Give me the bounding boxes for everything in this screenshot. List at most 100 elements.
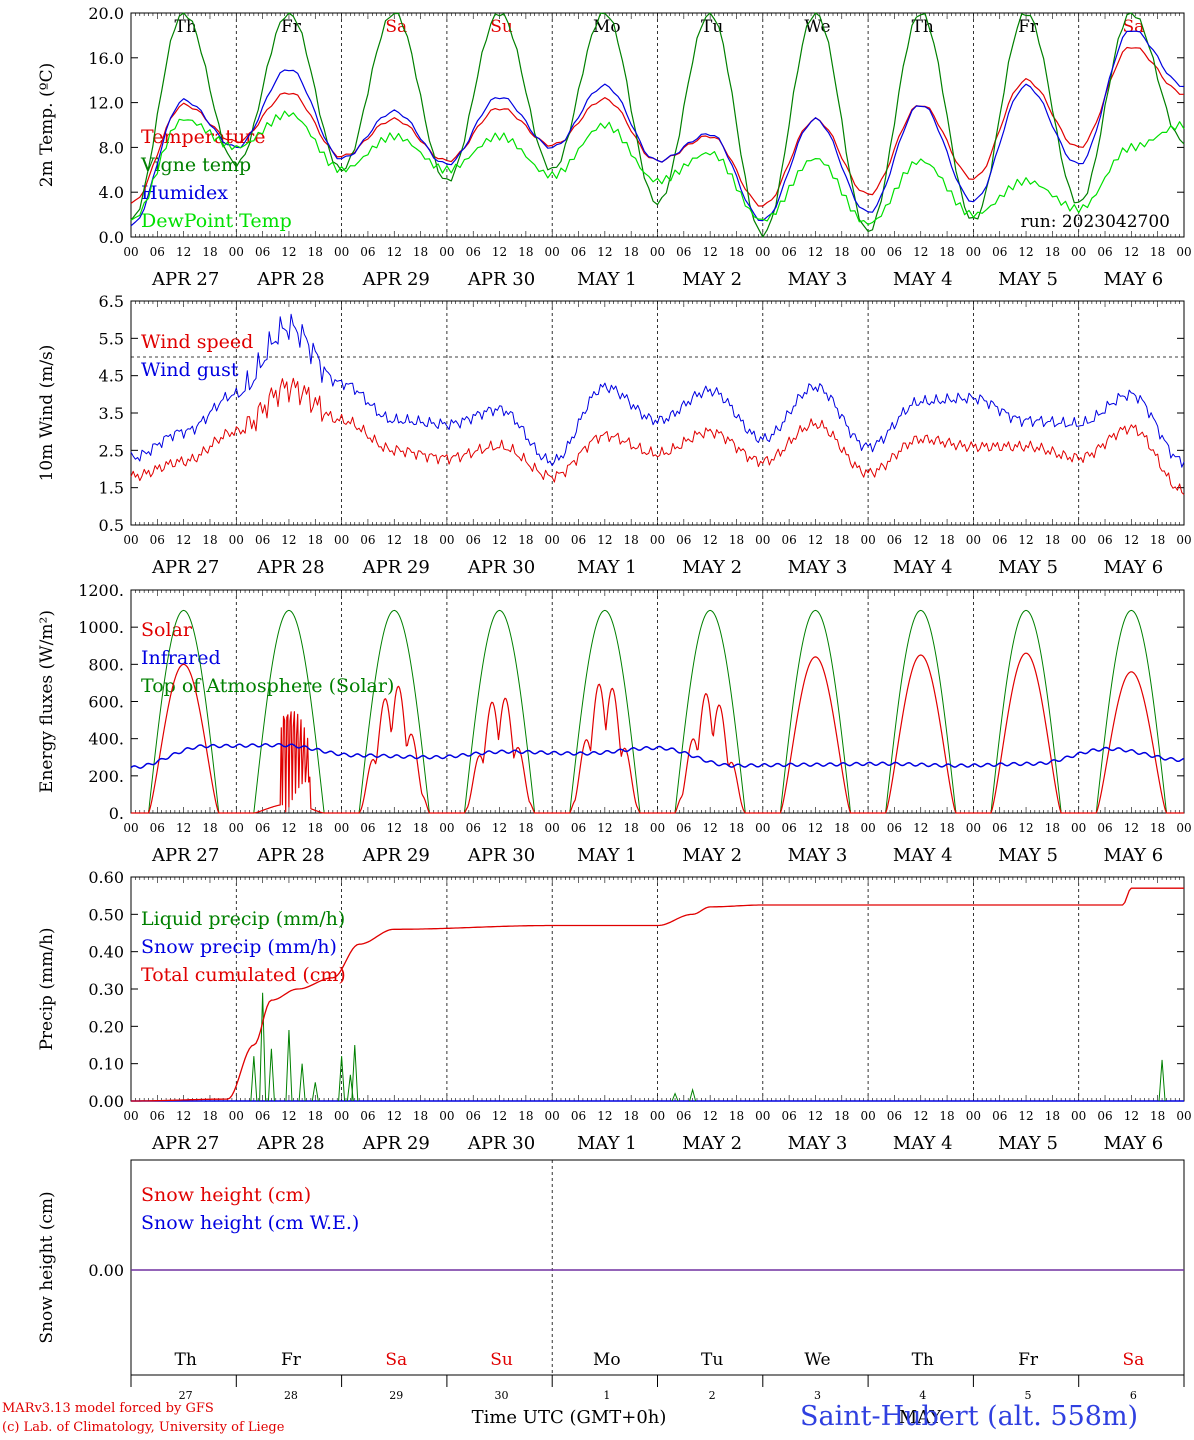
hour-tick-label: 06 [676, 821, 691, 835]
y-tick-label: 0.60 [88, 868, 124, 887]
day-number: 6 [1130, 1389, 1137, 1402]
day-label: Th [912, 1350, 934, 1370]
liquid-precip-spike [1158, 1059, 1166, 1102]
date-label: MAY 3 [788, 269, 848, 290]
hour-tick-label: 18 [939, 1109, 954, 1123]
day-label: Mo [593, 1350, 621, 1370]
hour-tick-label: 06 [887, 245, 902, 259]
day-number: 5 [1025, 1389, 1032, 1402]
series-wind-gust [130, 313, 1185, 468]
hour-tick-label: 06 [150, 821, 165, 835]
hour-tick-label: 12 [281, 245, 296, 259]
liquid-precip-spike [259, 992, 267, 1102]
series-dewpoint-temp [130, 110, 1185, 226]
hour-tick-label: 12 [808, 533, 823, 547]
day-abbrev: Tu [701, 17, 723, 37]
date-label: APR 29 [362, 557, 430, 578]
month-label: MAY [899, 1407, 943, 1428]
day-label: Su [490, 1350, 513, 1370]
hour-tick-label: 18 [413, 245, 428, 259]
panel-2: 00 06 12 18 00 06 12 18 00 06 12 18 00 06 12 18 00 06 12 18… [37, 292, 1192, 578]
legend-entry: Snow precip (mm/h) [141, 936, 337, 958]
date-label: MAY 3 [788, 557, 848, 578]
hour-tick-label: 06 [781, 245, 796, 259]
y-tick-label: 0.00 [88, 1261, 124, 1280]
hour-tick-label: 12 [808, 1109, 823, 1123]
day-label: Sa [385, 1350, 407, 1370]
hour-tick-label: 18 [1045, 1109, 1060, 1123]
series-solar [131, 652, 1184, 814]
hour-tick-label: 18 [834, 821, 849, 835]
day-number: 1 [603, 1389, 610, 1402]
hour-tick-label: 00 [650, 245, 665, 259]
date-label: MAY 2 [682, 557, 742, 578]
hour-tick-label: 00 [123, 821, 138, 835]
hour-tick-label: 06 [992, 821, 1007, 835]
hour-tick-label: 00 [545, 245, 560, 259]
date-label: MAY 6 [1103, 1133, 1163, 1154]
hour-tick-label: 18 [729, 245, 744, 259]
hour-tick-label: 12 [1018, 245, 1033, 259]
hour-tick-label: 18 [308, 1109, 323, 1123]
hour-tick-label: 06 [466, 533, 481, 547]
station-title: Saint-Hubert (alt. 558m) [800, 1401, 1139, 1432]
series-total-cumulated [131, 887, 1184, 1102]
liquid-precip-spike [671, 1092, 679, 1102]
hour-tick-label: 06 [150, 1109, 165, 1123]
date-label: APR 27 [151, 1133, 219, 1154]
date-label: MAY 1 [577, 845, 637, 866]
hour-tick-label: 12 [1018, 533, 1033, 547]
hour-tick-label: 06 [360, 533, 375, 547]
hour-tick-label: 12 [176, 821, 191, 835]
y-tick-label: 5.5 [99, 329, 124, 348]
hour-tick-label: 12 [597, 533, 612, 547]
date-label: APR 30 [467, 1133, 535, 1154]
hour-tick-label: 06 [1097, 1109, 1112, 1123]
legend-entry: Wind gust [141, 359, 239, 381]
y-tick-label: 200. [88, 767, 124, 786]
date-label: MAY 3 [788, 1133, 848, 1154]
hour-tick-label: 18 [413, 821, 428, 835]
hour-tick-label: 18 [729, 533, 744, 547]
hour-tick-label: 18 [1045, 821, 1060, 835]
legend-entry: DewPoint Temp [141, 210, 292, 232]
date-label: MAY 1 [577, 1133, 637, 1154]
date-label: MAY 5 [998, 557, 1058, 578]
hour-tick-label: 00 [755, 533, 770, 547]
hour-tick-label: 18 [834, 1109, 849, 1123]
legend-entry: Snow height (cm) [141, 1184, 311, 1206]
hour-tick-label: 12 [808, 245, 823, 259]
day-number: 28 [284, 1389, 298, 1402]
y-tick-label: 12.0 [88, 94, 124, 113]
footer-lab-note: (c) Lab. of Climatology, University of L… [2, 1420, 285, 1435]
hour-tick-label: 06 [1097, 533, 1112, 547]
hour-tick-label: 06 [1097, 821, 1112, 835]
hour-tick-label: 00 [860, 821, 875, 835]
hour-tick-label: 06 [676, 533, 691, 547]
hour-tick-label: 18 [202, 245, 217, 259]
hour-tick-label: 00 [1176, 1109, 1191, 1123]
y-tick-label: 800. [88, 655, 124, 674]
hour-tick-label: 06 [255, 1109, 270, 1123]
footer-model-note: MARv3.13 model forced by GFS [2, 1401, 214, 1416]
legend-entry: Solar [141, 619, 193, 641]
date-label: APR 28 [256, 557, 324, 578]
hour-tick-label: 18 [202, 533, 217, 547]
y-tick-label: 0.00 [88, 1092, 124, 1111]
panel-3: 00 06 12 18 00 06 12 18 00 06 12 18 00 06 12 18 00 06 12 18… [37, 581, 1192, 866]
hour-tick-label: 06 [781, 533, 796, 547]
hour-tick-label: 06 [571, 245, 586, 259]
hour-tick-label: 06 [571, 1109, 586, 1123]
hour-tick-label: 18 [413, 1109, 428, 1123]
y-tick-label: 4.0 [99, 183, 124, 202]
date-label: APR 29 [362, 269, 430, 290]
day-number: 2 [709, 1389, 716, 1402]
hour-tick-label: 12 [387, 1109, 402, 1123]
hour-tick-label: 00 [650, 821, 665, 835]
legend-entry: Humidex [141, 182, 228, 204]
liquid-precip-spike [351, 1044, 359, 1102]
day-number: 29 [389, 1389, 403, 1402]
date-label: MAY 5 [998, 269, 1058, 290]
hour-tick-label: 00 [334, 821, 349, 835]
